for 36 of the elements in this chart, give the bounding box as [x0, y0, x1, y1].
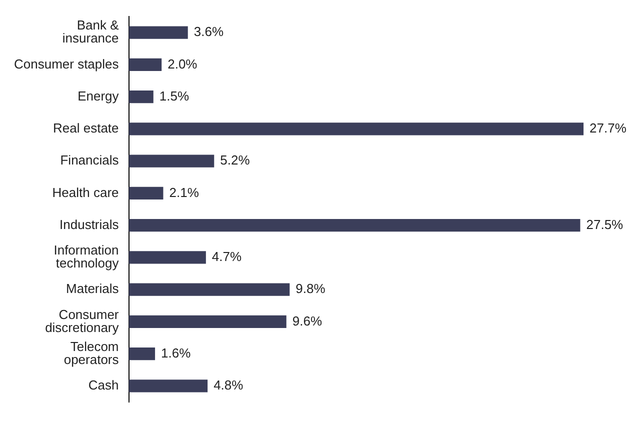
- y-tick-label: Industrials: [60, 216, 120, 232]
- y-tick-label: Materials: [66, 281, 120, 296]
- data-label: 27.5%: [586, 216, 624, 232]
- y-tick-label: Bank & insurance: [62, 18, 120, 46]
- y-tick-label: Energy: [78, 88, 120, 104]
- y-tick-label: Financials: [60, 152, 120, 168]
- data-label: 1.6%: [161, 345, 192, 360]
- y-tick-label: Health care: [52, 184, 119, 200]
- bar: [128, 122, 584, 136]
- bar: [128, 380, 208, 392]
- bar: [128, 219, 580, 232]
- y-tick-label: Information technology: [54, 242, 120, 271]
- bar: [128, 348, 156, 360]
- bar: [128, 154, 214, 168]
- data-label: 2.0%: [168, 56, 198, 72]
- data-label: 1.5%: [159, 88, 190, 104]
- bar: [128, 26, 188, 39]
- y-tick-label: Consumer staples: [14, 56, 120, 72]
- data-label: 27.7%: [590, 120, 627, 136]
- bar: [128, 58, 162, 71]
- data-label: 3.6%: [194, 24, 224, 40]
- bar: [128, 283, 290, 296]
- bar: [128, 90, 154, 104]
- y-tick-label: Real estate: [53, 120, 119, 136]
- y-tick-label: Telecom operators: [64, 338, 120, 367]
- data-label: 4.8%: [214, 378, 244, 393]
- bar: [128, 251, 206, 264]
- data-label: 9.6%: [292, 313, 322, 328]
- y-tick-label: Cash: [88, 378, 119, 393]
- data-label: 5.2%: [220, 152, 250, 168]
- bar: [128, 315, 286, 328]
- bar: [128, 186, 164, 200]
- data-label: 9.8%: [296, 281, 326, 296]
- data-label: 2.1%: [169, 184, 200, 200]
- y-tick-label: Consumer discretionary: [45, 306, 120, 335]
- data-label: 4.7%: [212, 249, 242, 264]
